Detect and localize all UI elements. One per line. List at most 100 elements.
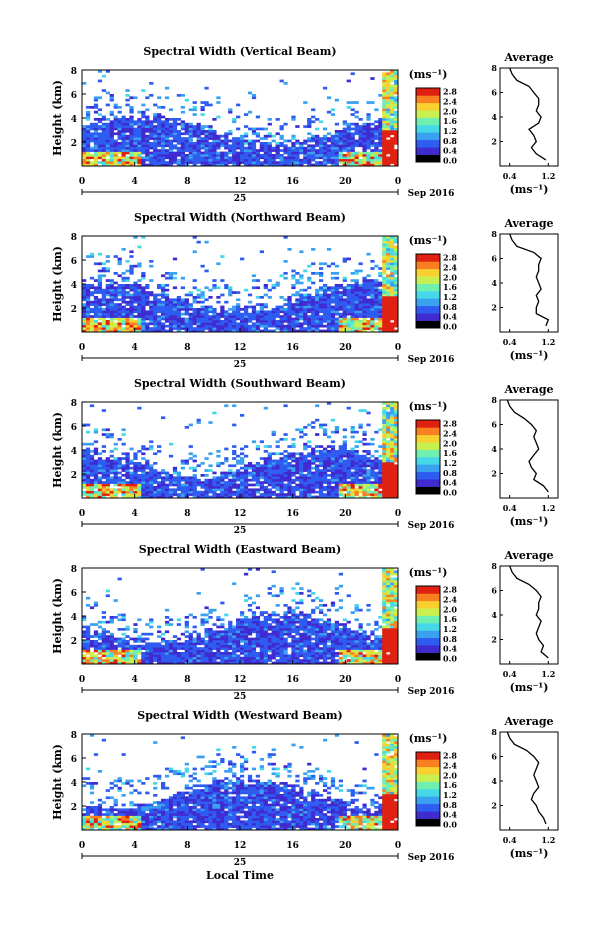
heatmap-cell [394, 98, 399, 102]
heatmap-cell [382, 149, 387, 152]
heatmap-cell [121, 654, 126, 658]
heatmap-cell [386, 262, 391, 266]
heatmap-cell [394, 469, 399, 472]
heatmap-cell [271, 139, 276, 143]
heatmap-cell [141, 490, 146, 494]
heatmap-cell [145, 483, 150, 487]
heatmap-cell [133, 486, 138, 489]
heatmap-cell [224, 471, 229, 475]
heatmap-cell [149, 308, 154, 311]
heatmap-cell [172, 310, 178, 314]
heatmap-cell [224, 320, 229, 323]
heatmap-cell [141, 146, 146, 150]
heatmap-cell [311, 459, 316, 463]
heatmap-cell [291, 488, 296, 492]
heatmap-cell [145, 661, 150, 665]
heatmap-cell [93, 490, 99, 494]
heatmap-cell [354, 281, 359, 285]
heatmap-cell [394, 411, 399, 415]
y-tick-label: 2 [71, 471, 77, 481]
heatmap-cell [125, 156, 130, 160]
heatmap-cell [287, 154, 292, 157]
heatmap-cell [176, 158, 182, 162]
heatmap-cell [370, 469, 375, 472]
heatmap-cell [216, 154, 221, 157]
heatmap-cell [366, 486, 371, 489]
heatmap-cell [117, 293, 122, 297]
heatmap-cell [208, 146, 213, 150]
colorbar-swatch [416, 102, 440, 111]
heatmap-cell [105, 291, 110, 294]
heatmap-cell [161, 315, 166, 318]
heatmap-cell [338, 490, 343, 494]
heatmap-cell [267, 481, 272, 484]
heatmap-cell [125, 452, 130, 456]
heatmap-cell [382, 238, 387, 242]
heatmap-cell [322, 144, 328, 148]
heatmap-cell [382, 98, 387, 102]
heatmap-cell [279, 156, 284, 160]
heatmap-cell [133, 310, 138, 314]
heatmap-cell [263, 495, 268, 499]
heatmap-cell [105, 122, 110, 126]
heatmap-cell [354, 127, 359, 131]
heatmap-cell [311, 298, 316, 302]
heatmap-cell [161, 317, 166, 321]
heatmap-cell [338, 324, 343, 328]
heatmap-cell [109, 110, 114, 114]
heatmap-cell [382, 409, 387, 412]
heatmap-cell [161, 481, 166, 484]
heatmap-cell [196, 322, 201, 326]
heatmap-cell [374, 466, 379, 470]
heatmap-cell [212, 488, 217, 492]
heatmap-cell [263, 464, 268, 468]
colorbar-tick-label: 2.8 [443, 419, 457, 429]
heatmap-cell [164, 272, 170, 275]
heatmap-cell [93, 329, 99, 333]
heatmap-cell [109, 132, 114, 136]
heatmap-cell [192, 478, 197, 482]
heatmap-cell [125, 464, 130, 468]
heatmap-cell [192, 101, 197, 104]
heatmap-cell [141, 293, 146, 297]
heatmap-cell [216, 262, 221, 266]
heatmap-cell [299, 250, 304, 254]
heatmap-cell [382, 248, 387, 251]
heatmap-cell [180, 137, 185, 140]
heatmap-cell [390, 474, 395, 477]
heatmap-cell [390, 486, 395, 489]
heatmap-cell [85, 300, 91, 304]
heatmap-cell [319, 300, 324, 304]
heatmap-cell [161, 416, 166, 420]
heatmap-cell [105, 298, 110, 302]
heatmap-cell [149, 486, 154, 489]
heatmap-cell [145, 149, 150, 152]
heatmap-cell [188, 488, 193, 492]
colorbar-swatch [416, 139, 440, 148]
heatmap-cell [212, 320, 217, 323]
heatmap-cell [85, 127, 91, 131]
heatmap-cell [342, 120, 347, 124]
heatmap-cell [161, 469, 166, 472]
heatmap-cell [299, 281, 304, 285]
heatmap-cell [311, 137, 316, 140]
heatmap-cell [394, 308, 399, 311]
heatmap-cell [164, 642, 170, 646]
heatmap-cell [82, 454, 87, 458]
heatmap-cell [196, 154, 201, 157]
heatmap-cell [89, 315, 95, 318]
heatmap-cell [236, 158, 241, 162]
heatmap-cell [101, 156, 106, 160]
heatmap-cell [184, 623, 189, 626]
heatmap-cell [283, 82, 288, 85]
heatmap-cell [157, 120, 162, 124]
heatmap-cell [394, 86, 399, 90]
heatmap-cell [267, 161, 272, 164]
heatmap-cell [212, 310, 217, 314]
heatmap-cell [386, 103, 391, 107]
heatmap-cell [109, 142, 114, 145]
heatmap-cell [89, 640, 95, 643]
heatmap-cell [180, 127, 185, 131]
heatmap-cell [85, 464, 91, 468]
heatmap-cell [334, 276, 340, 280]
